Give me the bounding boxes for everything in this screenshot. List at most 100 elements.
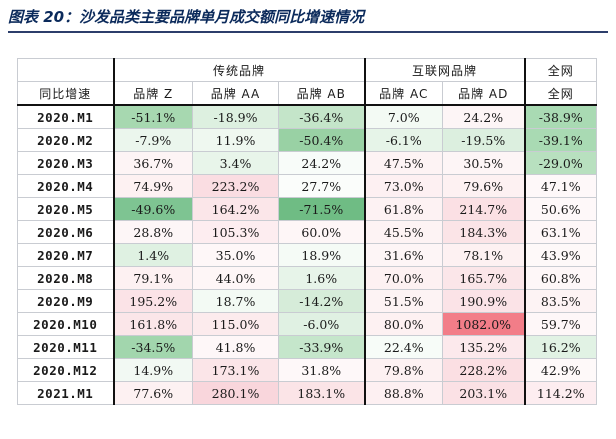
table-row: 2020.M2 -7.9% 11.9% -50.4% -6.1% -19.5% -39.1% (17, 128, 597, 152)
cell-total: 47.1% (523, 174, 597, 198)
table-row: 2020.M8 79.1% 44.0% 1.6% 70.0% 165.7% 60.8% (17, 266, 597, 290)
cell-brand-z: 74.9% (112, 174, 193, 198)
cell-brand-ad: -19.5% (442, 128, 525, 152)
cell-brand-aa: -18.9% (192, 104, 279, 129)
cell-brand-ad: 24.2% (442, 104, 525, 129)
cell-brand-aa: 173.1% (192, 358, 279, 382)
row-label: 2020.M6 (17, 220, 114, 244)
cell-brand-z: -7.9% (112, 128, 193, 152)
cell-total: -38.9% (523, 104, 597, 129)
cell-brand-ac: 79.8% (363, 358, 443, 382)
cell-brand-ab: 183.1% (278, 381, 365, 405)
col-header-ab: 品牌 AB (278, 81, 365, 106)
cell-brand-z: 79.1% (112, 266, 193, 290)
group-header-total: 全网 (523, 58, 597, 82)
table-row: 2020.M3 36.7% 3.4% 24.2% 47.5% 30.5% -29.0% (17, 151, 597, 175)
row-label: 2020.M1 (17, 104, 114, 129)
cell-brand-ab: -33.9% (278, 335, 365, 359)
cell-brand-aa: 35.0% (192, 243, 279, 267)
row-label: 2020.M9 (17, 289, 114, 313)
cell-brand-ac: 31.6% (363, 243, 443, 267)
group-header-internet: 互联网品牌 (363, 58, 525, 82)
cell-brand-ac: 73.0% (363, 174, 443, 198)
cell-brand-ac: 47.5% (363, 151, 443, 175)
table-row: 2020.M7 1.4% 35.0% 18.9% 31.6% 78.1% 43.9% (17, 243, 597, 267)
cell-brand-ab: 24.2% (278, 151, 365, 175)
cell-brand-ad: 79.6% (442, 174, 525, 198)
cell-brand-aa: 41.8% (192, 335, 279, 359)
title-divider (8, 31, 608, 33)
cell-brand-z: 36.7% (112, 151, 193, 175)
table-row: 2020.M4 74.9% 223.2% 27.7% 73.0% 79.6% 47.1% (17, 174, 597, 198)
table-row: 2020.M10 161.8% 115.0% -6.0% 80.0% 1082.0% 59.… (17, 312, 597, 336)
col-header-total: 全网 (523, 81, 597, 106)
row-label: 2020.M8 (17, 266, 114, 290)
table-row: 2020.M5 -49.6% 164.2% -71.5% 61.8% 214.7% 50.6… (17, 197, 597, 221)
cell-brand-ad: 228.2% (442, 358, 525, 382)
cell-total: 60.8% (523, 266, 597, 290)
cell-brand-ab: 60.0% (278, 220, 365, 244)
row-label: 2020.M11 (17, 335, 114, 359)
row-label: 2020.M12 (17, 358, 114, 382)
table-row: 2021.M1 77.6% 280.1% 183.1% 88.8% 203.1% 114.2… (17, 381, 597, 405)
cell-brand-ac: 61.8% (363, 197, 443, 221)
cell-brand-aa: 164.2% (192, 197, 279, 221)
row-label-header: 同比增速 (17, 81, 114, 106)
row-label: 2020.M7 (17, 243, 114, 267)
cell-brand-z: 161.8% (112, 312, 193, 336)
cell-brand-ac: -6.1% (363, 128, 443, 152)
growth-table: 传统品牌 互联网品牌 全网 同比增速 品牌 Z 品牌 AA 品牌 AB 品牌 A… (17, 58, 597, 405)
cell-brand-ab: -50.4% (278, 128, 365, 152)
cell-brand-z: 28.8% (112, 220, 193, 244)
row-label: 2020.M10 (17, 312, 114, 336)
cell-brand-z: 195.2% (112, 289, 193, 313)
cell-brand-ac: 80.0% (363, 312, 443, 336)
row-label: 2020.M3 (17, 151, 114, 175)
cell-brand-ad: 1082.0% (442, 312, 525, 336)
cell-brand-ad: 135.2% (442, 335, 525, 359)
row-label: 2020.M4 (17, 174, 114, 198)
cell-brand-aa: 280.1% (192, 381, 279, 405)
cell-brand-z: 77.6% (112, 381, 193, 405)
cell-brand-aa: 11.9% (192, 128, 279, 152)
cell-brand-z: 1.4% (112, 243, 193, 267)
cell-brand-ac: 45.5% (363, 220, 443, 244)
table-row: 2020.M9 195.2% 18.7% -14.2% 51.5% 190.9% 83.5% (17, 289, 597, 313)
table-row: 2020.M1 -51.1% -18.9% -36.4% 7.0% 24.2% -38.9% (17, 104, 597, 129)
cell-total: 63.1% (523, 220, 597, 244)
cell-brand-ab: 1.6% (278, 266, 365, 290)
cell-brand-ac: 88.8% (363, 381, 443, 405)
cell-brand-ac: 70.0% (363, 266, 443, 290)
header-column-row: 同比增速 品牌 Z 品牌 AA 品牌 AB 品牌 AC 品牌 AD 全网 (17, 81, 597, 106)
cell-total: 42.9% (523, 358, 597, 382)
cell-brand-aa: 223.2% (192, 174, 279, 198)
cell-brand-ad: 78.1% (442, 243, 525, 267)
cell-brand-aa: 44.0% (192, 266, 279, 290)
cell-brand-ab: -6.0% (278, 312, 365, 336)
table-row: 2020.M11 -34.5% 41.8% -33.9% 22.4% 135.2% 16.2… (17, 335, 597, 359)
cell-brand-ab: -36.4% (278, 104, 365, 129)
cell-brand-ad: 214.7% (442, 197, 525, 221)
cell-total: 114.2% (523, 381, 597, 405)
cell-brand-ad: 30.5% (442, 151, 525, 175)
cell-brand-ab: 31.8% (278, 358, 365, 382)
row-label: 2020.M2 (17, 128, 114, 152)
cell-brand-z: -34.5% (112, 335, 193, 359)
cell-brand-aa: 115.0% (192, 312, 279, 336)
cell-brand-ab: 27.7% (278, 174, 365, 198)
cell-brand-z: -51.1% (112, 104, 193, 129)
cell-brand-aa: 105.3% (192, 220, 279, 244)
col-header-aa: 品牌 AA (192, 81, 279, 106)
cell-brand-ad: 203.1% (442, 381, 525, 405)
cell-brand-ab: -71.5% (278, 197, 365, 221)
cell-total: 50.6% (523, 197, 597, 221)
table-body: 2020.M1 -51.1% -18.9% -36.4% 7.0% 24.2% -38.9%… (17, 104, 597, 405)
cell-brand-z: -49.6% (112, 197, 193, 221)
row-label: 2020.M5 (17, 197, 114, 221)
table-row: 2020.M12 14.9% 173.1% 31.8% 79.8% 228.2% 42.9% (17, 358, 597, 382)
cell-brand-ab: -14.2% (278, 289, 365, 313)
header-group-row: 传统品牌 互联网品牌 全网 (17, 58, 597, 82)
table-row: 2020.M6 28.8% 105.3% 60.0% 45.5% 184.3% 63.1% (17, 220, 597, 244)
cell-brand-ad: 190.9% (442, 289, 525, 313)
col-header-z: 品牌 Z (112, 81, 193, 106)
